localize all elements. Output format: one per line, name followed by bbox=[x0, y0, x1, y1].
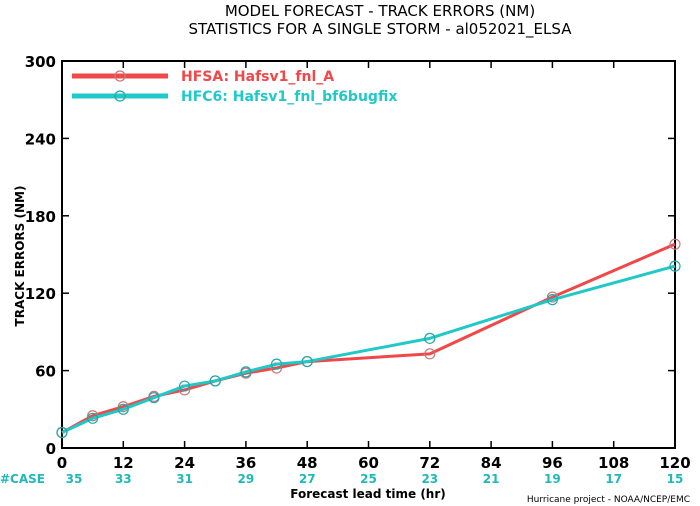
x-tick-label: 48 bbox=[297, 454, 318, 472]
case-count: 31 bbox=[176, 472, 193, 486]
legend-entry-0: HFSA: Hafsv1_fnl_A bbox=[181, 69, 334, 85]
y-tick-label: 0 bbox=[46, 440, 56, 458]
series-point-0 bbox=[669, 238, 681, 250]
series-point-1 bbox=[87, 412, 99, 424]
plot-frame bbox=[61, 60, 676, 449]
credit-text: Hurricane project - NOAA/NCEP/EMC bbox=[527, 495, 690, 505]
legend-marker-1 bbox=[114, 90, 126, 102]
x-tick-label: 60 bbox=[358, 454, 379, 472]
x-tick-label: 72 bbox=[419, 454, 440, 472]
case-count: 35 bbox=[66, 472, 83, 486]
case-count: 33 bbox=[115, 472, 132, 486]
series-point-1 bbox=[270, 358, 283, 370]
series-point-1 bbox=[179, 380, 191, 392]
x-axis-label: Forecast lead time (hr) bbox=[290, 487, 446, 501]
case-label: #CASE bbox=[0, 472, 45, 486]
case-count: 25 bbox=[360, 472, 377, 486]
x-tick-label: 108 bbox=[598, 454, 629, 472]
series-point-1 bbox=[546, 294, 559, 306]
chart-title: MODEL FORECAST - TRACK ERRORS (NM) bbox=[225, 2, 535, 20]
case-count: 23 bbox=[421, 472, 438, 486]
y-tick-label: 180 bbox=[25, 208, 56, 226]
series-line-0 bbox=[61, 242, 676, 434]
series-point-1 bbox=[148, 392, 160, 404]
x-tick-label: 120 bbox=[659, 454, 690, 472]
series-point-1 bbox=[56, 426, 68, 439]
case-count: 29 bbox=[238, 472, 255, 486]
y-tick-label: 300 bbox=[25, 53, 56, 71]
series-point-1 bbox=[424, 332, 436, 344]
y-axis-label: TRACK ERRORS (NM) bbox=[13, 186, 27, 327]
case-count: 19 bbox=[544, 472, 561, 486]
x-tick-label: 24 bbox=[174, 454, 195, 472]
series-point-1 bbox=[301, 355, 313, 368]
series-point-1 bbox=[240, 366, 252, 378]
series-point-1 bbox=[117, 403, 129, 415]
legend-entry-1: HFC6: Hafsv1_fnl_bf6bugfix bbox=[181, 89, 397, 105]
case-count: 27 bbox=[299, 472, 316, 486]
series-point-0 bbox=[424, 348, 436, 360]
y-tick-label: 240 bbox=[25, 130, 56, 148]
case-count: 15 bbox=[667, 472, 684, 486]
y-tick-label: 60 bbox=[35, 363, 56, 381]
x-tick-label: 0 bbox=[57, 454, 67, 472]
chart-subtitle: STATISTICS FOR A SINGLE STORM - al052021… bbox=[189, 20, 573, 39]
legend-marker-0 bbox=[114, 70, 126, 82]
series-point-1 bbox=[669, 260, 681, 272]
case-count: 21 bbox=[483, 472, 500, 486]
plot-area: 0 60 120 180 240 300 0 12 24 36 48 60 72 84 96 108 120 35… bbox=[25, 53, 691, 486]
x-tick-label: 36 bbox=[235, 454, 256, 472]
x-tick-label: 84 bbox=[481, 454, 502, 472]
y-tick-label: 120 bbox=[25, 285, 56, 303]
x-tick-label: 12 bbox=[113, 454, 134, 472]
x-tick-label: 96 bbox=[542, 454, 563, 472]
series-point-1 bbox=[209, 375, 221, 387]
series-line-1 bbox=[61, 264, 676, 434]
case-count: 17 bbox=[605, 472, 622, 486]
